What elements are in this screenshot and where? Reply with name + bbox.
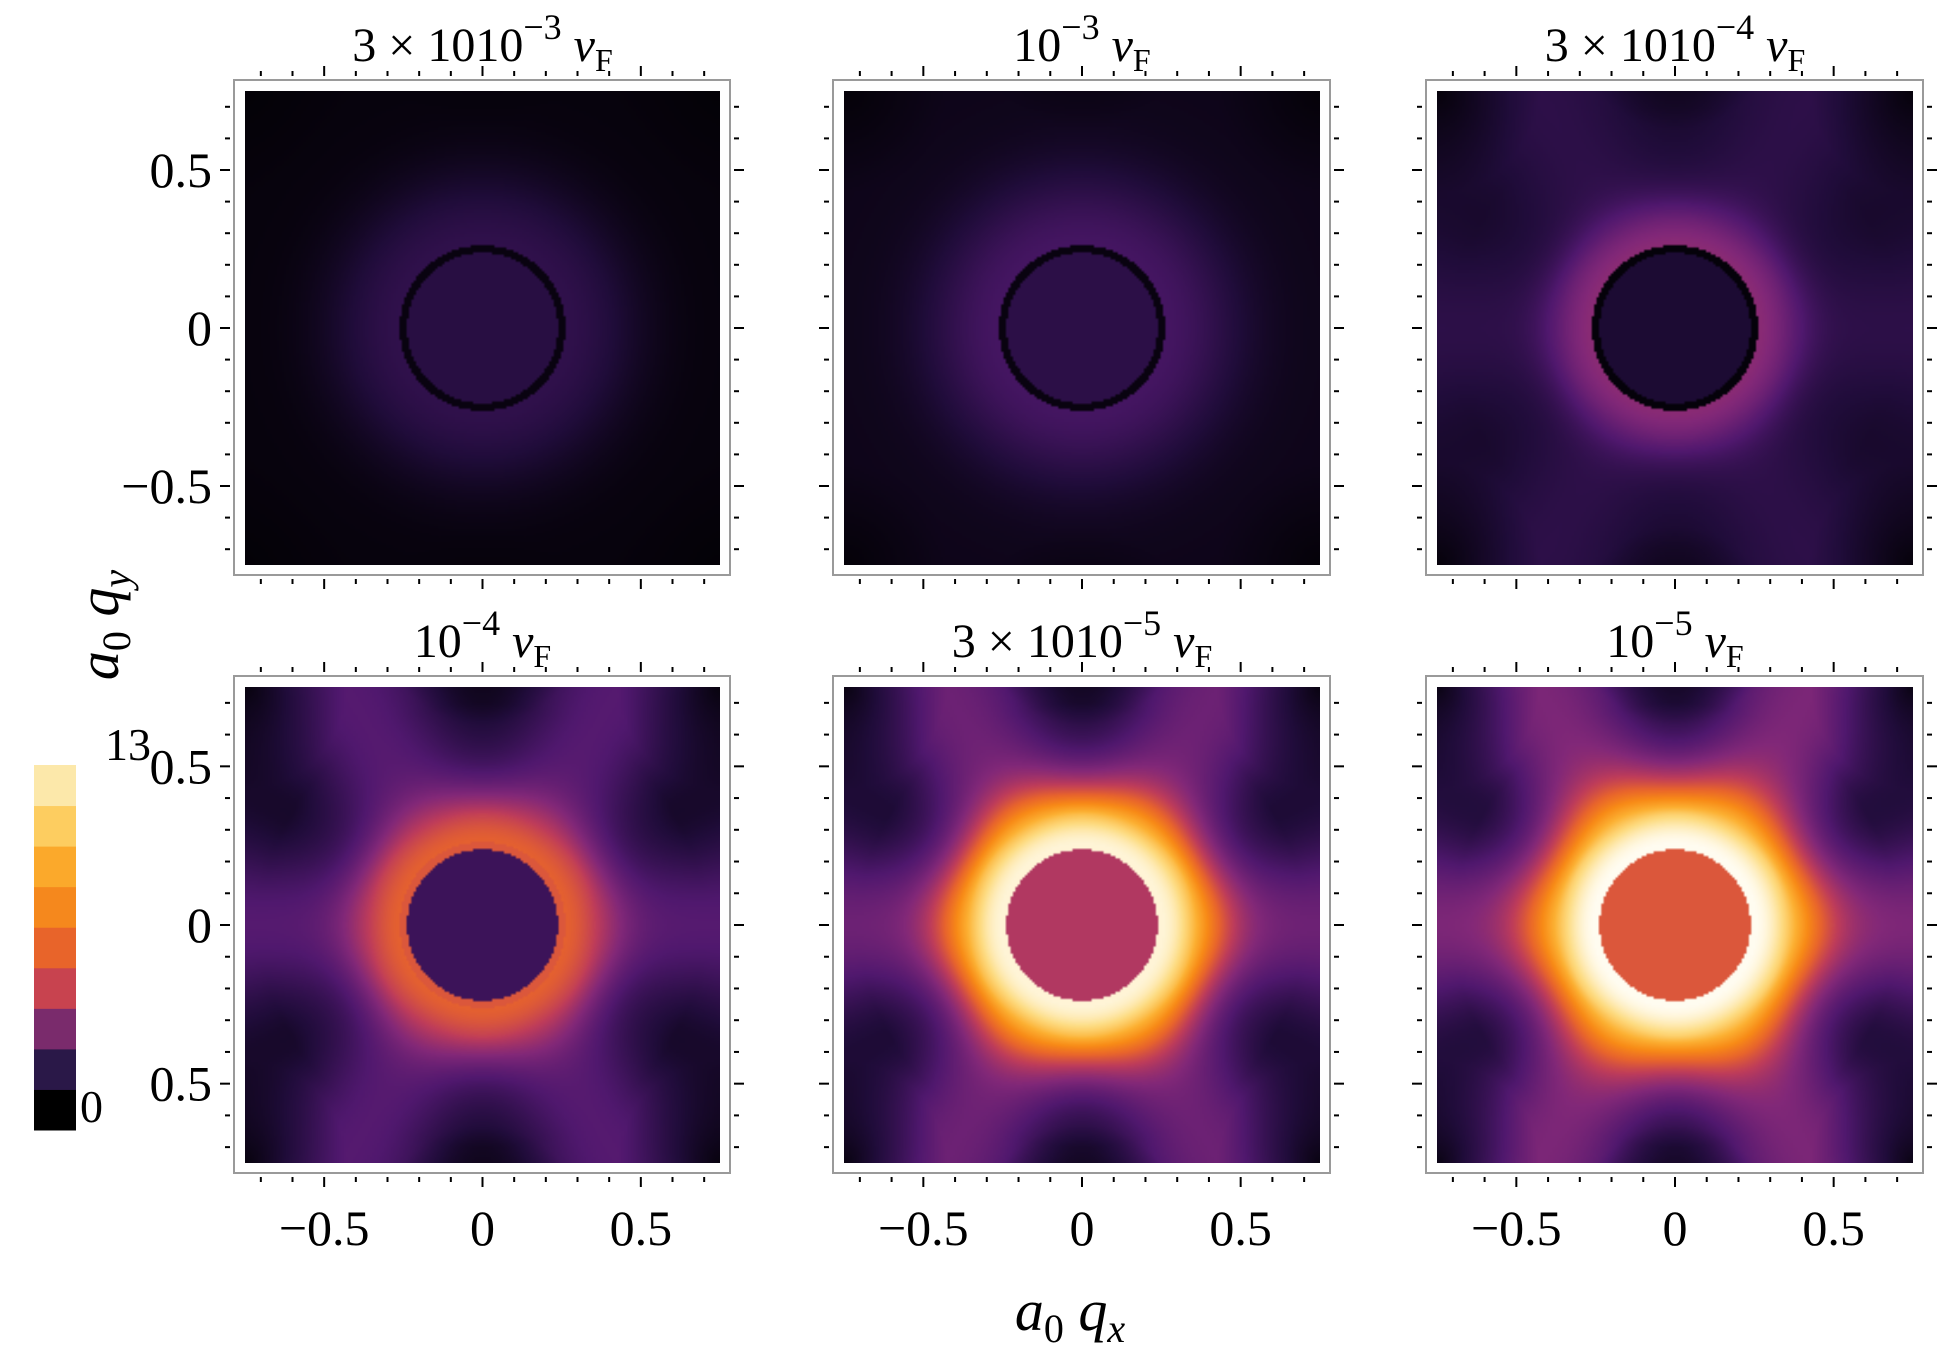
colorbar-segment: [34, 967, 76, 1009]
panel-2: 10−3 vF: [819, 7, 1344, 589]
panel-title: 10−3 vF: [1013, 7, 1150, 78]
x-tick-label: 0: [1070, 1200, 1095, 1256]
panel-title: 3 × 1010−5 vF: [952, 603, 1213, 674]
x-tick-label: −0.5: [1471, 1200, 1562, 1256]
title-subscript: F: [533, 638, 551, 674]
y-axis-label: a0 qy: [66, 570, 139, 681]
y-label-sub0: 0: [94, 631, 139, 651]
title-exponent: −5: [1654, 603, 1692, 643]
x-tick-label: 0.5: [1802, 1200, 1865, 1256]
title-subscript: F: [1726, 638, 1744, 674]
panel-5: −0.5 0 0.5 3 × 1010−5 vF: [819, 603, 1344, 1256]
title-subscript: F: [595, 42, 613, 78]
title-exponent: −3: [523, 7, 561, 47]
title-exponent: −4: [462, 603, 500, 643]
title-velocity: v: [1161, 615, 1195, 668]
title-base: 3 × 1010: [952, 615, 1123, 668]
y-tick-label: 0.5: [150, 142, 213, 198]
x-label-sub0: 0: [1044, 1306, 1064, 1346]
y-label-a: a: [66, 651, 131, 680]
y-label-suby: y: [94, 570, 139, 592]
heatmap-image: [1437, 687, 1913, 1163]
title-velocity: v: [1100, 19, 1134, 72]
panel-1: −0.5 0 0.5 3 × 1010−3 vF: [121, 7, 744, 589]
title-velocity: v: [500, 615, 534, 668]
x-label-q: q: [1064, 1278, 1108, 1343]
title-exponent: −3: [1061, 7, 1099, 47]
colorbar-segment: [34, 886, 76, 928]
x-tick-label: −0.5: [279, 1200, 370, 1256]
x-tick-label: 0.5: [610, 1200, 673, 1256]
panel-title: 10−5 vF: [1606, 603, 1743, 674]
y-tick-label: −0.5: [121, 458, 212, 514]
panel-title: 3 × 1010−3 vF: [352, 7, 613, 78]
title-subscript: F: [1787, 42, 1805, 78]
heatmap-image: [1437, 91, 1913, 565]
colorbar-segment: [34, 1089, 76, 1131]
heatmap-image: [245, 91, 720, 565]
title-base: 3 × 1010: [352, 19, 523, 72]
title-velocity: v: [562, 19, 596, 72]
title-exponent: −5: [1123, 603, 1161, 643]
x-tick-label: 0: [470, 1200, 495, 1256]
x-axis-label: a0 qx: [1015, 1278, 1126, 1346]
panel-title: 3 × 1010−4 vF: [1545, 7, 1806, 78]
x-tick-label: 0.5: [1209, 1200, 1272, 1256]
title-base: 10: [414, 615, 462, 668]
x-label-a: a: [1015, 1278, 1044, 1343]
x-label-subx: x: [1106, 1306, 1125, 1346]
y-tick-label: 0.5: [150, 1056, 213, 1112]
colorbar-segment: [34, 805, 76, 847]
title-exponent: −4: [1716, 7, 1754, 47]
title-base: 10: [1013, 19, 1061, 72]
title-base: 10: [1606, 615, 1654, 668]
heatmap-image: [844, 91, 1320, 565]
title-velocity: v: [1754, 19, 1788, 72]
colorbar-segment: [34, 1008, 76, 1050]
panel-6: −0.5 0 0.5 10−5 vF: [1412, 603, 1937, 1256]
x-tick-label: −0.5: [878, 1200, 969, 1256]
y-tick-label: 0.5: [150, 738, 213, 794]
title-velocity: v: [1693, 615, 1727, 668]
colorbar-segment: [34, 927, 76, 969]
heatmap-image: [245, 687, 720, 1163]
x-tick-label: 0: [1663, 1200, 1688, 1256]
colorbar: 13 0: [34, 719, 151, 1132]
colorbar-min-label: 0: [80, 1081, 103, 1132]
y-tick-label: 0: [187, 897, 212, 953]
heatmap-image: [844, 687, 1320, 1163]
panel-title: 10−4 vF: [414, 603, 551, 674]
title-subscript: F: [1133, 42, 1151, 78]
colorbar-segment: [34, 846, 76, 888]
colorbar-segment: [34, 765, 76, 807]
title-subscript: F: [1194, 638, 1212, 674]
title-base: 3 × 1010: [1545, 19, 1716, 72]
colorbar-segment: [34, 1048, 76, 1090]
y-label-q: q: [66, 588, 131, 632]
colorbar-max-label: 13: [105, 719, 151, 770]
panel-4: −0.5 0 0.5 0.5 0 0.5 10−4 vF: [150, 603, 744, 1256]
panel-3: 3 × 1010−4 vF: [1412, 7, 1937, 589]
y-tick-label: 0: [187, 300, 212, 356]
